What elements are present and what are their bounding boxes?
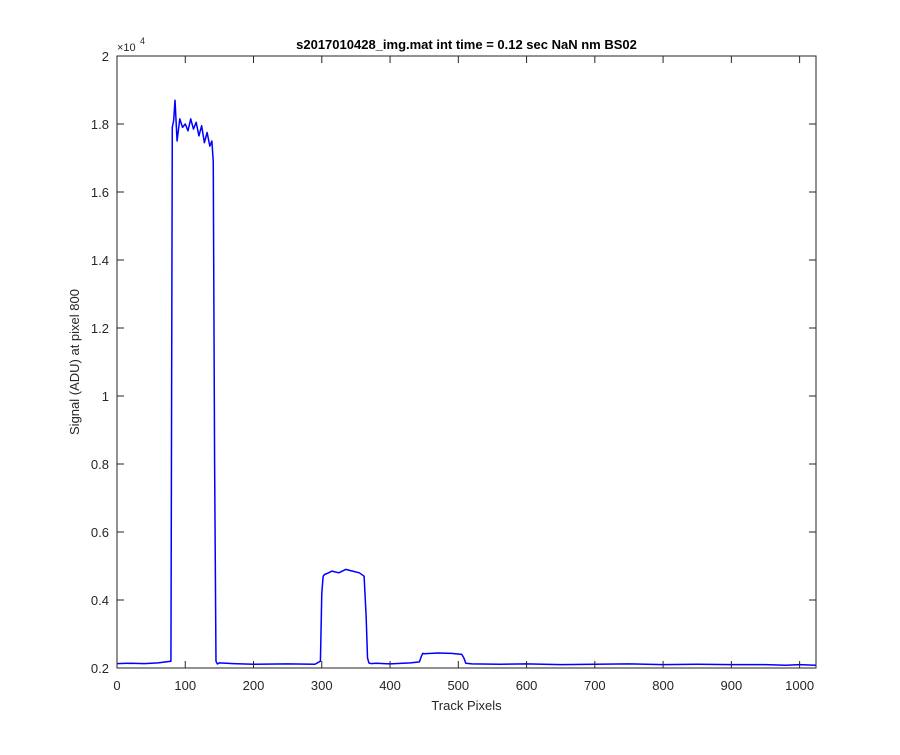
y-tick-label: 0.4	[91, 593, 109, 608]
x-tick-label: 600	[516, 678, 538, 693]
x-tick-label: 200	[243, 678, 265, 693]
x-tick-label: 900	[721, 678, 743, 693]
y-tick-label: 0.2	[91, 661, 109, 676]
y-tick-label: 1.2	[91, 321, 109, 336]
x-tick-label: 400	[379, 678, 401, 693]
y-tick-label: 0.8	[91, 457, 109, 472]
x-tick-label: 100	[174, 678, 196, 693]
series-layer	[116, 99, 817, 667]
x-tick-label: 1000	[785, 678, 814, 693]
y-tick-label: 2	[102, 49, 109, 64]
y-axis-label: Signal (ADU) at pixel 800	[67, 289, 82, 435]
chart-title: s2017010428_img.mat int time = 0.12 sec …	[296, 37, 637, 52]
y-axis-exponent-power: 4	[140, 36, 145, 46]
y-tick-label: 1.8	[91, 117, 109, 132]
y-tick-label: 1.4	[91, 253, 109, 268]
x-tick-label: 700	[584, 678, 606, 693]
y-axis-exponent-base: ×10	[117, 42, 136, 54]
y-tick-label: 0.6	[91, 525, 109, 540]
axes-box	[116, 55, 817, 669]
series-line-1	[116, 99, 817, 667]
y-axis: 0.2 0.4 0.6 0.8 1 1.2 1.4 1.6 1.8 2	[91, 49, 816, 676]
x-tick-label: 800	[652, 678, 674, 693]
x-axis-label: Track Pixels	[431, 698, 502, 713]
y-tick-label: 1	[102, 389, 109, 404]
x-tick-label: 0	[113, 678, 120, 693]
x-tick-label: 500	[447, 678, 469, 693]
plot-area	[117, 56, 816, 668]
x-tick-label: 300	[311, 678, 333, 693]
x-axis: 0 100 200 300 400 500 600 700 800 900 1000	[113, 56, 814, 693]
y-tick-label: 1.6	[91, 185, 109, 200]
